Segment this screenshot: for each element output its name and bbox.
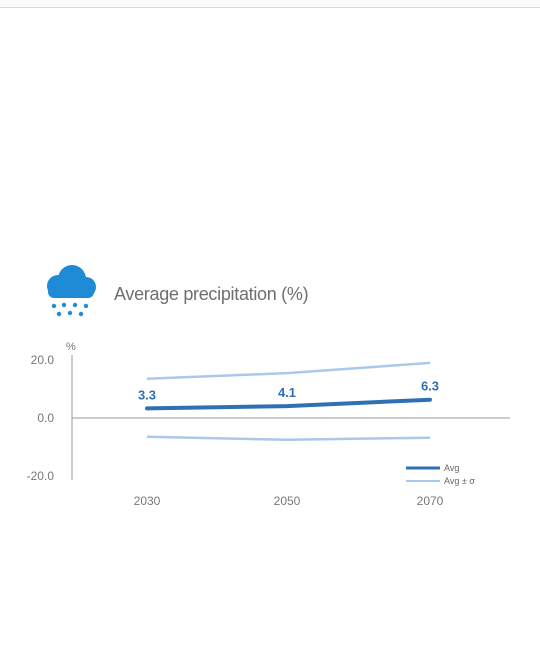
series-line-avg <box>145 397 432 411</box>
y-tick-label: -20.0 <box>27 469 55 483</box>
y-tick-label: 0.0 <box>37 411 54 425</box>
data-label: 3.3 <box>138 387 156 402</box>
legend-label-band: Avg ± σ <box>444 476 475 486</box>
chart-title: Average precipitation (%) <box>114 284 309 304</box>
y-unit-label: % <box>66 341 76 353</box>
y-tick-label: 20.0 <box>31 353 55 367</box>
chart-header: Average precipitation (%) <box>38 262 518 322</box>
legend: Avg Avg ± σ <box>406 463 475 486</box>
rain-cloud-icon <box>47 265 96 317</box>
data-label: 4.1 <box>278 385 296 400</box>
top-border <box>0 0 540 8</box>
series-line-lower-band <box>146 435 431 442</box>
series-line-upper-band <box>146 361 431 381</box>
x-tick-label: 2070 <box>417 494 444 508</box>
legend-label-avg: Avg <box>444 463 459 473</box>
x-tick-label: 2050 <box>274 494 301 508</box>
x-tick-label: 2030 <box>134 494 161 508</box>
data-label: 6.3 <box>421 379 439 394</box>
precipitation-chart: % 20.0 0.0 -20.0 3.3 4.1 6.3 2030 2050 2… <box>27 341 510 508</box>
